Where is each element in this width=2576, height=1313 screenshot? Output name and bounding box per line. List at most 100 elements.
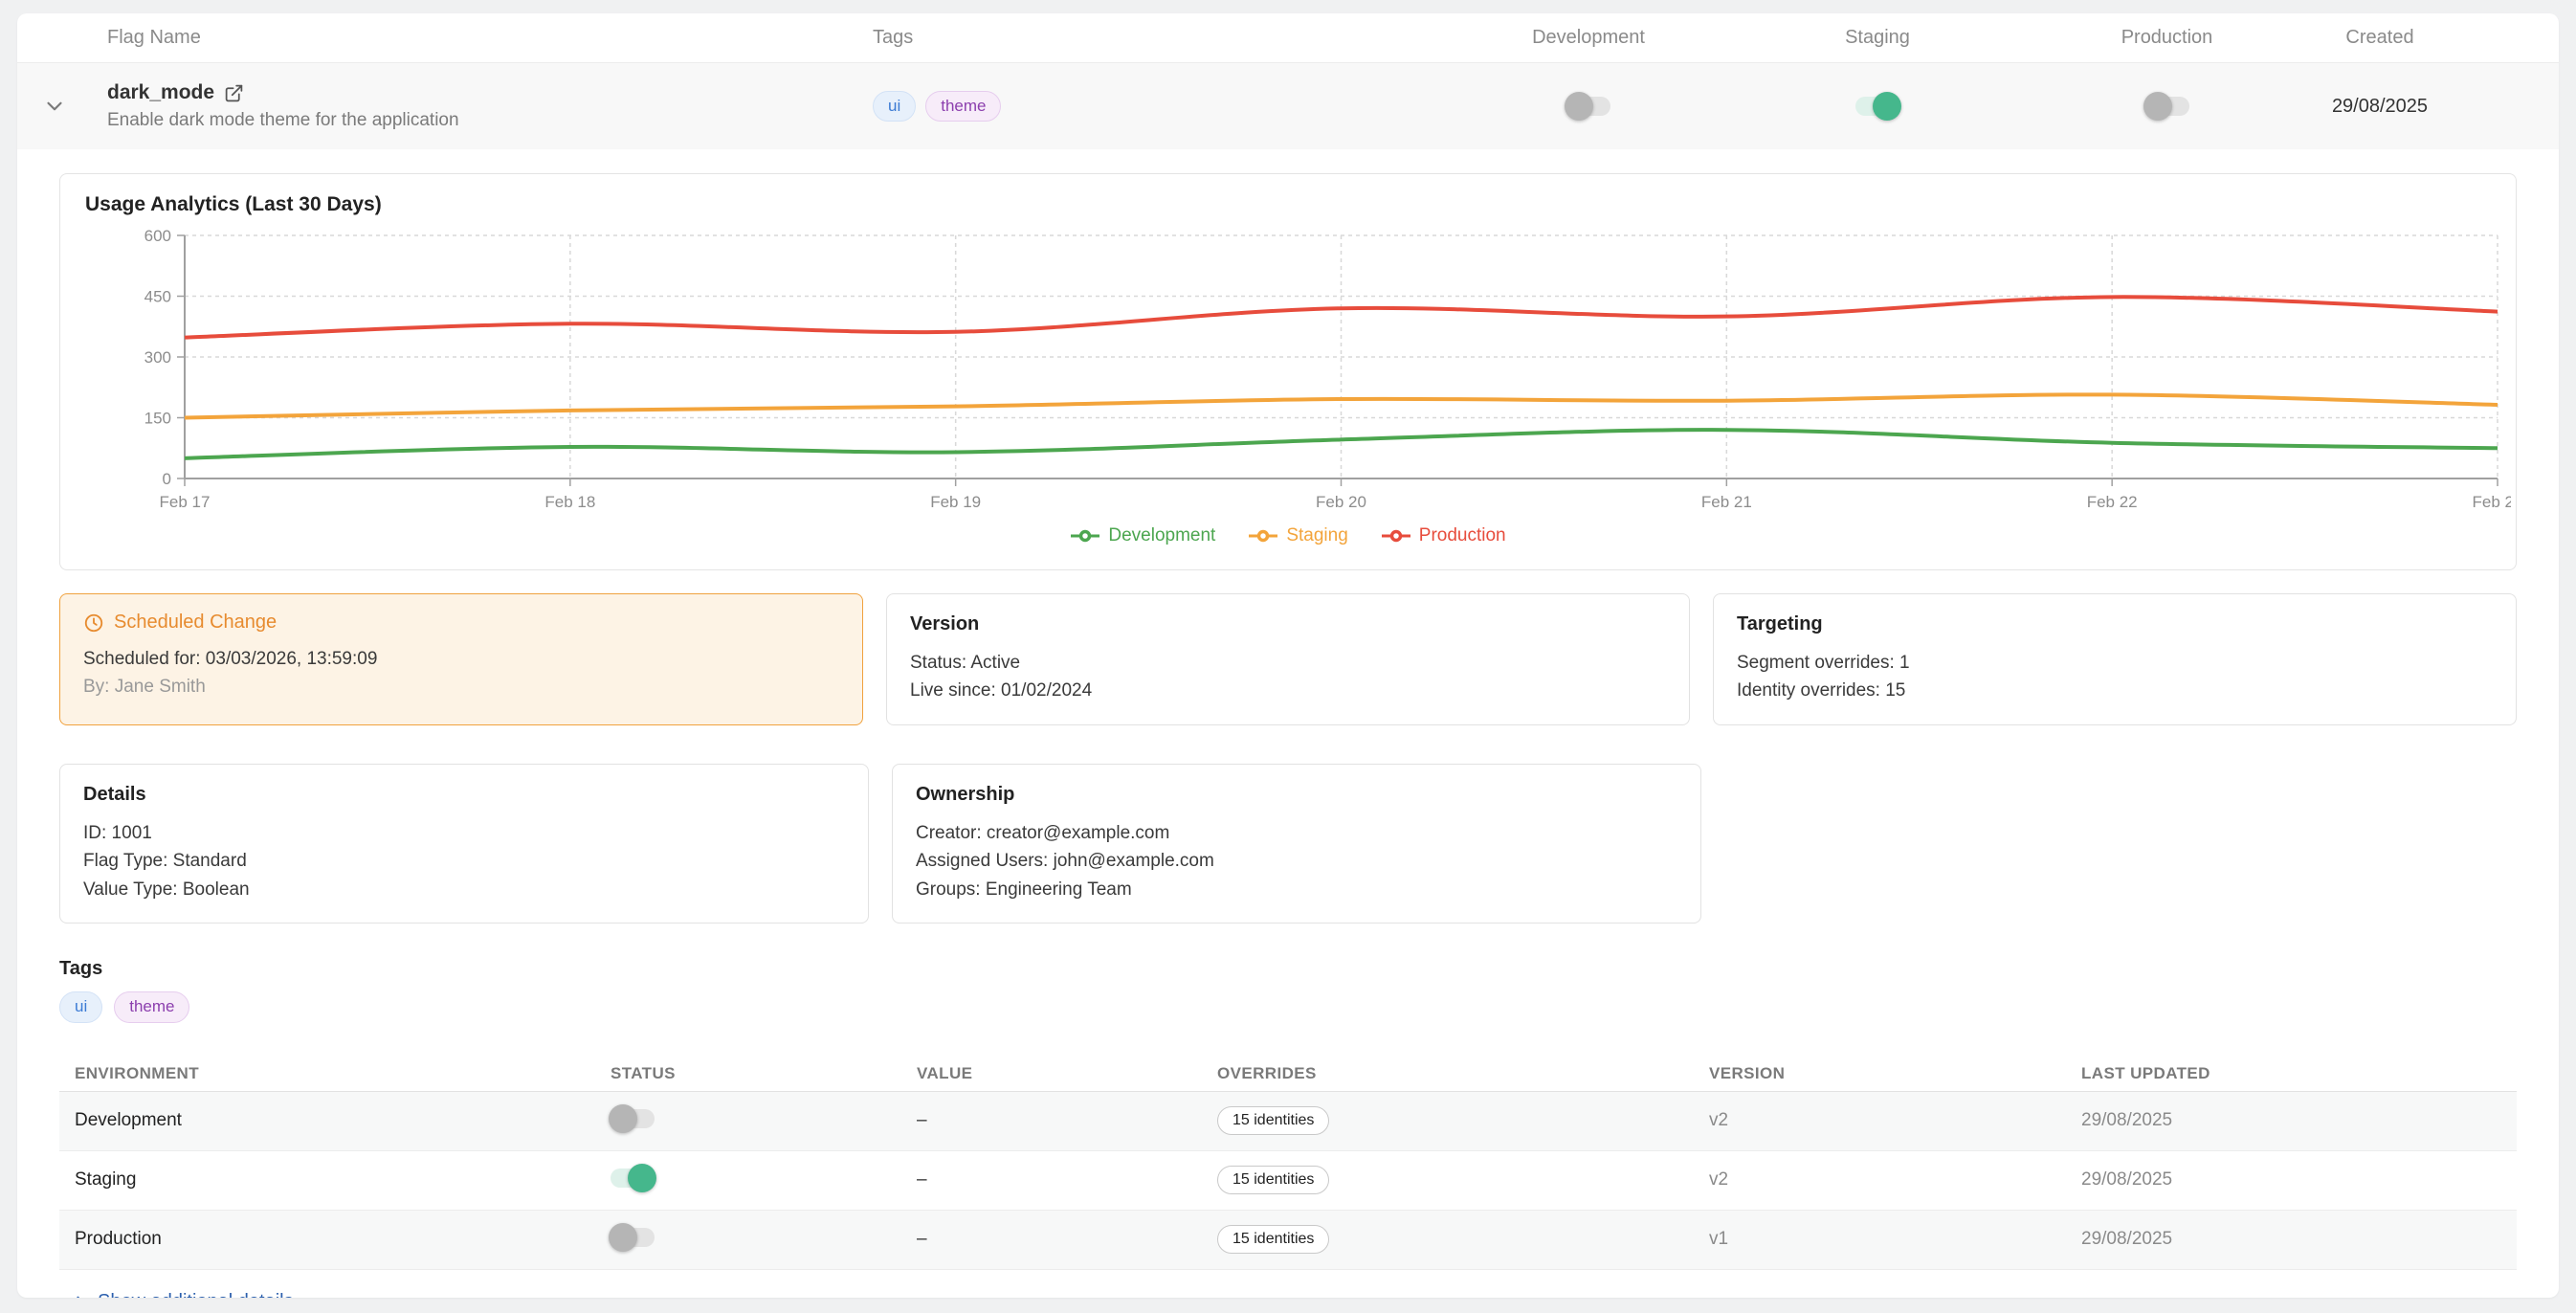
tags-heading: Tags xyxy=(59,958,2517,980)
legend-marker-icon xyxy=(1070,529,1100,543)
production-status-toggle[interactable] xyxy=(611,1228,655,1247)
column-tags: Tags xyxy=(857,27,1453,49)
flag-list-header: Flag Name Tags Development Staging Produ… xyxy=(17,13,2559,63)
env-version: v1 xyxy=(1709,1229,2081,1250)
svg-text:0: 0 xyxy=(163,470,171,488)
env-version: v2 xyxy=(1709,1169,2081,1191)
environment-table: ENVIRONMENTSTATUSVALUEOVERRIDESVERSIONLA… xyxy=(59,1057,2517,1270)
tags-section: Tags uitheme xyxy=(59,958,2517,1022)
toggle-knob xyxy=(2143,92,2172,121)
column-created: Created xyxy=(2303,27,2456,49)
env-row-staging: Staging –15 identities v229/08/2025 xyxy=(59,1151,2517,1211)
legend-item-production[interactable]: Production xyxy=(1381,525,1506,546)
identity-overrides-button[interactable]: 15 identities xyxy=(1217,1225,1329,1254)
env-column-value: VALUE xyxy=(917,1064,1217,1083)
env-column-version: VERSION xyxy=(1709,1064,2081,1083)
svg-text:Feb 22: Feb 22 xyxy=(2087,493,2138,511)
legend-item-staging[interactable]: Staging xyxy=(1248,525,1347,546)
legend-label: Production xyxy=(1419,525,1506,546)
env-name: Production xyxy=(59,1229,611,1250)
env-last-updated: 29/08/2025 xyxy=(2081,1169,2517,1191)
column-staging: Staging xyxy=(1724,27,2031,49)
flag-row[interactable]: dark_mode Enable dark mode theme for the… xyxy=(17,63,2559,149)
show-additional-details-link[interactable]: Show additional details xyxy=(72,1291,2517,1298)
main-panel: Flag Name Tags Development Staging Produ… xyxy=(17,13,2559,1298)
scheduled-for-text: Scheduled for: 03/03/2026, 13:59:09 xyxy=(83,645,839,673)
toggle-knob xyxy=(609,1223,637,1252)
production-toggle[interactable] xyxy=(2145,97,2189,116)
column-production: Production xyxy=(2031,27,2303,49)
development-status-toggle[interactable] xyxy=(611,1109,655,1128)
chevron-down-icon xyxy=(42,94,67,119)
chart-legend: Development Staging Production xyxy=(85,525,2491,546)
scheduled-change-card: Scheduled Change Scheduled for: 03/03/20… xyxy=(59,593,863,725)
version-live-since: Live since: 01/02/2024 xyxy=(910,677,1666,704)
targeting-card-title: Targeting xyxy=(1737,613,2493,635)
groups: Groups: Engineering Team xyxy=(916,876,1677,903)
env-row-development: Development –15 identities v229/08/2025 xyxy=(59,1092,2517,1151)
info-cards-row-1: Scheduled Change Scheduled for: 03/03/20… xyxy=(59,593,2517,725)
value-type: Value Type: Boolean xyxy=(83,876,845,903)
staging-status-toggle[interactable] xyxy=(611,1168,655,1188)
identity-overrides-button[interactable]: 15 identities xyxy=(1217,1166,1329,1194)
svg-text:Feb 19: Feb 19 xyxy=(930,493,981,511)
env-name: Staging xyxy=(59,1169,611,1191)
flag-name: dark_mode xyxy=(107,81,214,104)
env-value: – xyxy=(917,1110,1217,1131)
flag-created-date: 29/08/2025 xyxy=(2303,96,2456,118)
svg-text:450: 450 xyxy=(144,288,171,306)
tag-chip-ui[interactable]: ui xyxy=(59,991,102,1022)
expand-chevron[interactable] xyxy=(17,94,92,119)
scheduled-by-text: By: Jane Smith xyxy=(83,673,839,701)
legend-label: Staging xyxy=(1286,525,1347,546)
ownership-card-title: Ownership xyxy=(916,784,1677,806)
creator: Creator: creator@example.com xyxy=(916,819,1677,847)
svg-text:Feb 17: Feb 17 xyxy=(160,493,211,511)
env-column-status: STATUS xyxy=(611,1064,917,1083)
svg-text:Feb 20: Feb 20 xyxy=(1316,493,1366,511)
env-column-overrides: OVERRIDES xyxy=(1217,1064,1709,1083)
tag-chip-theme[interactable]: theme xyxy=(925,91,1001,122)
env-value: – xyxy=(917,1169,1217,1191)
development-toggle[interactable] xyxy=(1566,97,1610,116)
toggle-knob xyxy=(628,1164,656,1192)
env-version: v2 xyxy=(1709,1110,2081,1131)
env-last-updated: 29/08/2025 xyxy=(2081,1110,2517,1131)
assigned-users: Assigned Users: john@example.com xyxy=(916,847,1677,875)
column-flag-name: Flag Name xyxy=(92,27,857,49)
details-card: Details ID: 1001 Flag Type: Standard Val… xyxy=(59,764,869,924)
flag-type: Flag Type: Standard xyxy=(83,847,845,875)
chevron-right-icon xyxy=(72,1294,88,1298)
env-last-updated: 29/08/2025 xyxy=(2081,1229,2517,1250)
info-cards-row-2: Details ID: 1001 Flag Type: Standard Val… xyxy=(59,764,2517,924)
tag-chip-ui[interactable]: ui xyxy=(873,91,916,122)
ownership-card: Ownership Creator: creator@example.com A… xyxy=(892,764,1701,924)
svg-text:Feb 21: Feb 21 xyxy=(1701,493,1752,511)
tag-chip-theme[interactable]: theme xyxy=(114,991,189,1022)
svg-text:300: 300 xyxy=(144,348,171,367)
svg-text:Feb 23: Feb 23 xyxy=(2473,493,2511,511)
version-status: Status: Active xyxy=(910,649,1666,677)
external-link-icon[interactable] xyxy=(224,83,244,103)
column-development: Development xyxy=(1453,27,1724,49)
details-card-title: Details xyxy=(83,784,845,806)
version-card: Version Status: Active Live since: 01/02… xyxy=(886,593,1690,725)
toggle-knob xyxy=(609,1104,637,1133)
environment-table-header: ENVIRONMENTSTATUSVALUEOVERRIDESVERSIONLA… xyxy=(59,1057,2517,1092)
legend-item-development[interactable]: Development xyxy=(1070,525,1215,546)
series-line-production xyxy=(185,297,2498,337)
legend-marker-icon xyxy=(1248,529,1278,543)
flag-tags: uitheme xyxy=(857,91,1453,122)
version-card-title: Version xyxy=(910,613,1666,635)
env-column-last-updated: LAST UPDATED xyxy=(2081,1064,2517,1083)
env-name: Development xyxy=(59,1110,611,1131)
svg-text:150: 150 xyxy=(144,410,171,428)
tags-chip-list: uitheme xyxy=(59,991,2517,1022)
staging-toggle[interactable] xyxy=(1855,97,1899,116)
chart-title: Usage Analytics (Last 30 Days) xyxy=(85,193,2491,216)
toggle-knob xyxy=(1873,92,1901,121)
show-additional-details-label: Show additional details xyxy=(98,1291,294,1298)
identity-overrides-button[interactable]: 15 identities xyxy=(1217,1106,1329,1135)
targeting-card: Targeting Segment overrides: 1 Identity … xyxy=(1713,593,2517,725)
flag-detail-content: Usage Analytics (Last 30 Days) 0 150 300 45… xyxy=(17,149,2559,1298)
